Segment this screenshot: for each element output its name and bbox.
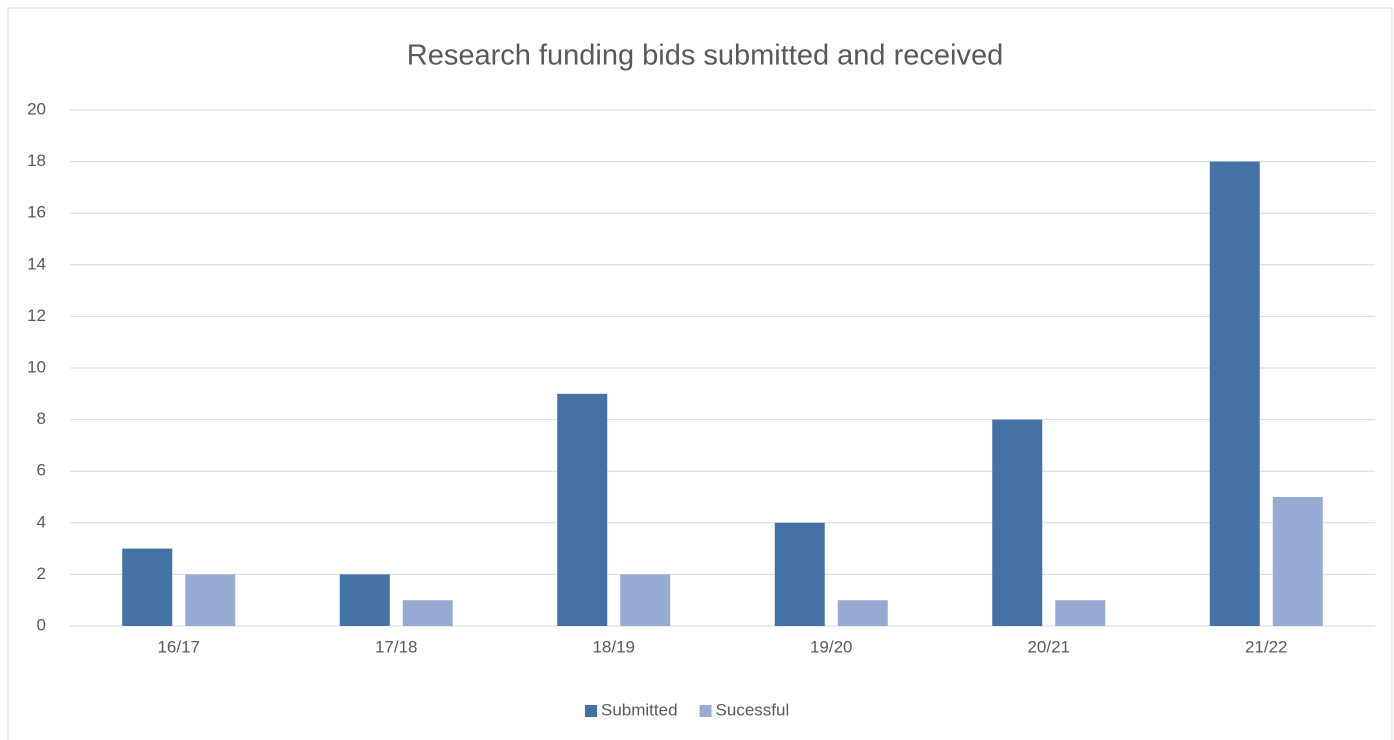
bar — [557, 393, 608, 626]
bar — [837, 600, 888, 626]
y-tick-label: 12 — [27, 306, 46, 325]
x-tick-label: 20/21 — [1027, 637, 1070, 656]
x-tick-label: 21/22 — [1245, 637, 1288, 656]
bar — [1209, 161, 1260, 626]
y-tick-label: 14 — [27, 254, 46, 273]
y-tick-label: 8 — [37, 409, 46, 428]
legend-swatch — [699, 705, 712, 717]
y-tick-label: 2 — [37, 564, 46, 583]
bar — [339, 574, 390, 626]
bar — [185, 574, 236, 626]
y-tick-label: 20 — [27, 99, 46, 118]
y-tick-label: 6 — [37, 461, 46, 480]
bar — [774, 522, 825, 626]
y-tick-label: 18 — [27, 151, 46, 170]
legend-label: Sucessful — [716, 700, 790, 719]
bar — [402, 600, 453, 626]
y-tick-label: 0 — [37, 615, 46, 634]
chart-frame — [7, 7, 1393, 740]
legend-label: Submitted — [601, 700, 678, 719]
y-tick-label: 10 — [27, 357, 46, 376]
x-tick-label: 17/18 — [375, 637, 418, 656]
x-tick-label: 19/20 — [810, 637, 853, 656]
bar — [992, 419, 1043, 626]
bar — [620, 574, 671, 626]
x-tick-label: 16/17 — [157, 637, 200, 656]
y-tick-label: 16 — [27, 203, 46, 222]
bar — [122, 548, 173, 626]
y-tick-label: 4 — [37, 512, 46, 531]
bar — [1272, 497, 1323, 626]
legend-swatch — [585, 705, 597, 717]
x-tick-label: 18/19 — [592, 637, 635, 656]
bar — [1055, 600, 1106, 626]
chart-title: Research funding bids submitted and rece… — [407, 40, 1003, 72]
